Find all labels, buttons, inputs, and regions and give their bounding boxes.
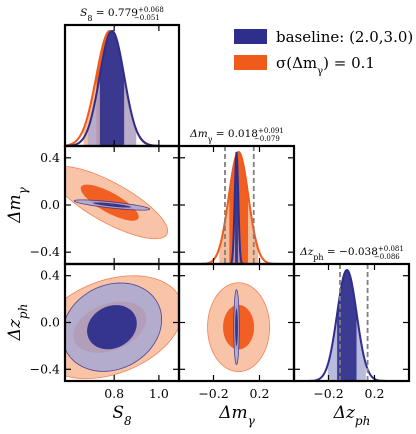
y-tick-label: −0.4 bbox=[30, 361, 60, 376]
panel-title-dm: Δmγ = 0.018+0.091 −0.079 bbox=[189, 127, 284, 144]
panel-s8-vs-dz-series1-1sigma-contour bbox=[87, 305, 137, 350]
panel-dm-marginal-series1-curve bbox=[179, 151, 294, 264]
legend-swatch-sigma bbox=[234, 55, 267, 70]
panel-s8-marginal-series1-1sigma-fill bbox=[99, 31, 125, 146]
panel-s8-vs-dm-plot-area bbox=[65, 166, 169, 240]
legend-swatch-baseline bbox=[234, 29, 267, 44]
x-tick-label: 0.2 bbox=[250, 386, 270, 401]
legend-label-baseline: baseline: (2.0,3.0) bbox=[276, 28, 413, 46]
panel-s8-vs-dz-plot-area bbox=[65, 275, 179, 380]
panel-s8-vs-dz bbox=[63, 262, 181, 383]
y-axis-label-dz: Δzph bbox=[5, 304, 30, 342]
panel-title-dz: Δzph = −0.038+0.081 −0.086 bbox=[299, 245, 404, 262]
panel-s8-vs-dm-series1-1sigma-contour bbox=[93, 202, 131, 208]
x-tick-label: 1.0 bbox=[149, 386, 169, 401]
y-tick-label: 0.4 bbox=[40, 150, 60, 165]
panel-dm-vs-dz-plot-area bbox=[207, 282, 271, 373]
panel-s8-vs-dm bbox=[63, 144, 181, 266]
panel-dz-marginal-series1-1sigma-fill bbox=[337, 270, 357, 381]
panel-dz-marginal-plot-area bbox=[294, 264, 409, 381]
legend: baseline: (2.0,3.0) σ(Δmγ) = 0.1 bbox=[234, 28, 413, 77]
x-axis-label-dz: Δzph bbox=[333, 403, 371, 428]
x-tick-label: 0.8 bbox=[104, 386, 124, 401]
y-tick-label: 0.0 bbox=[40, 197, 60, 212]
panel-dm-marginal bbox=[177, 144, 296, 266]
panel-dm-vs-dz-series1-1sigma-contour bbox=[235, 308, 238, 346]
y-axis-label-dm: Δmγ bbox=[5, 186, 30, 223]
panel-dm-vs-dz bbox=[177, 262, 296, 383]
x-tick-label: −0.2 bbox=[198, 386, 228, 401]
x-tick-label: −0.2 bbox=[313, 386, 343, 401]
panel-title-s8: S8 = 0.779+0.068 −0.051 bbox=[80, 6, 164, 23]
panel-s8-marginal-plot-area bbox=[65, 29, 179, 146]
x-axis-label-dm: Δmγ bbox=[218, 403, 255, 428]
panel-s8-marginal bbox=[63, 23, 181, 148]
y-tick-label: 0.0 bbox=[40, 315, 60, 330]
y-tick-label: 0.4 bbox=[40, 268, 60, 283]
y-tick-label: −0.4 bbox=[30, 244, 60, 259]
legend-label-sigma: σ(Δmγ) = 0.1 bbox=[276, 54, 375, 77]
panel-dz-marginal bbox=[292, 262, 411, 383]
panel-dm-marginal-plot-area bbox=[179, 146, 294, 264]
x-tick-label: 0.2 bbox=[365, 386, 385, 401]
x-axis-label-s8: S8 bbox=[112, 403, 132, 428]
